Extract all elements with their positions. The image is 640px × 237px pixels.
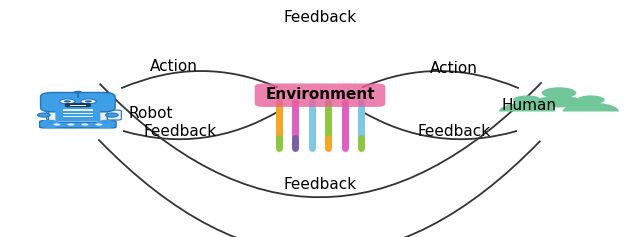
Text: Environment: Environment xyxy=(265,87,375,102)
FancyBboxPatch shape xyxy=(70,105,86,106)
FancyBboxPatch shape xyxy=(102,110,122,120)
FancyArrowPatch shape xyxy=(360,111,516,139)
Wedge shape xyxy=(563,102,619,111)
FancyBboxPatch shape xyxy=(63,120,79,128)
Circle shape xyxy=(53,123,60,126)
Circle shape xyxy=(81,99,96,104)
FancyBboxPatch shape xyxy=(40,121,116,128)
FancyArrowPatch shape xyxy=(99,140,540,237)
Wedge shape xyxy=(524,96,594,107)
FancyBboxPatch shape xyxy=(49,109,108,122)
Circle shape xyxy=(67,123,74,126)
Circle shape xyxy=(81,123,88,126)
FancyBboxPatch shape xyxy=(56,110,100,121)
FancyArrowPatch shape xyxy=(122,71,277,88)
Circle shape xyxy=(60,99,75,104)
FancyBboxPatch shape xyxy=(47,110,65,120)
Circle shape xyxy=(74,91,82,93)
Circle shape xyxy=(95,123,102,126)
Wedge shape xyxy=(499,102,556,111)
FancyBboxPatch shape xyxy=(72,108,84,110)
FancyBboxPatch shape xyxy=(40,92,115,112)
Circle shape xyxy=(64,100,71,103)
FancyArrowPatch shape xyxy=(124,111,280,139)
Circle shape xyxy=(577,95,605,104)
FancyBboxPatch shape xyxy=(87,120,104,128)
Text: Feedback: Feedback xyxy=(143,124,216,139)
FancyBboxPatch shape xyxy=(63,113,93,114)
Circle shape xyxy=(513,95,541,104)
FancyBboxPatch shape xyxy=(63,116,93,117)
Text: Action: Action xyxy=(150,59,197,74)
Circle shape xyxy=(38,113,50,117)
Text: Feedback: Feedback xyxy=(417,124,490,139)
Circle shape xyxy=(106,113,118,117)
Text: Feedback: Feedback xyxy=(284,178,356,192)
Circle shape xyxy=(541,87,577,98)
FancyBboxPatch shape xyxy=(63,109,93,111)
Text: Robot: Robot xyxy=(129,106,173,121)
Text: Feedback: Feedback xyxy=(284,10,356,25)
FancyArrowPatch shape xyxy=(363,71,518,88)
Text: Human: Human xyxy=(502,98,557,113)
FancyBboxPatch shape xyxy=(65,103,91,107)
Circle shape xyxy=(85,100,92,103)
FancyArrowPatch shape xyxy=(100,83,541,197)
FancyBboxPatch shape xyxy=(255,83,385,107)
Text: Action: Action xyxy=(430,61,477,76)
